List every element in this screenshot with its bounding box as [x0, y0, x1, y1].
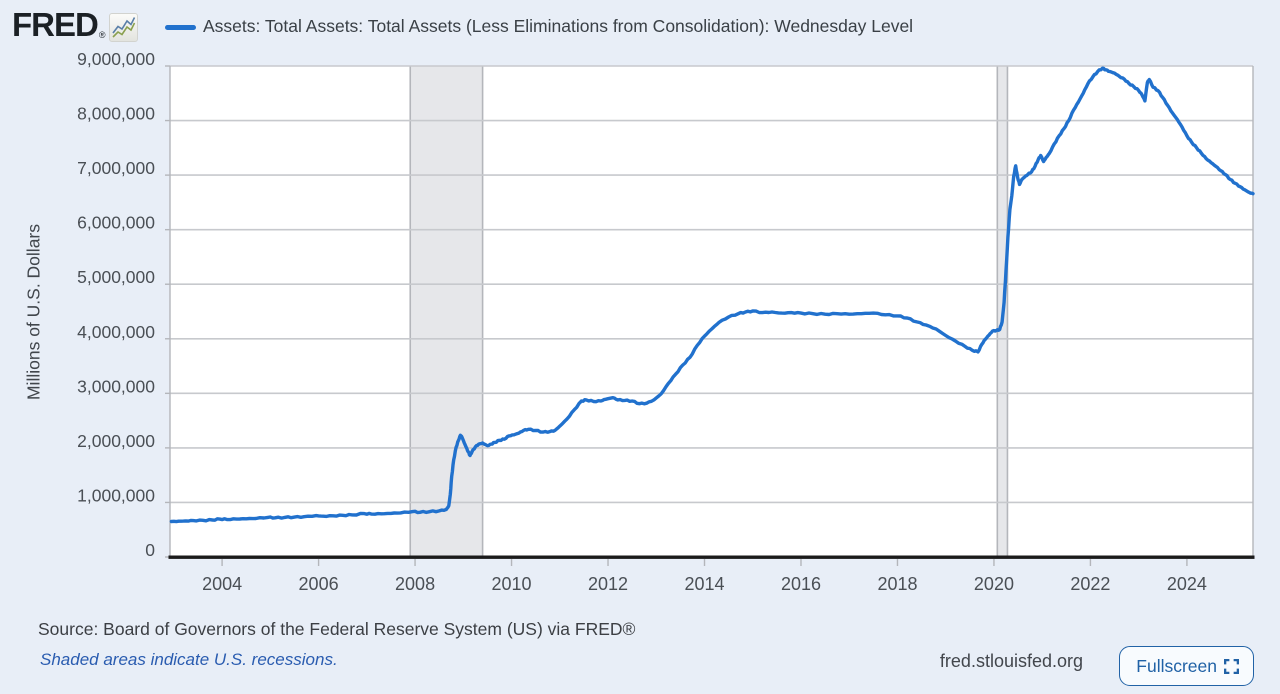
data-series-line — [169, 66, 1255, 524]
x-tick-label: 2008 — [395, 574, 435, 594]
y-tick-label: 3,000,000 — [77, 376, 155, 396]
fred-logo[interactable]: FRED ® — [12, 6, 139, 44]
y-tick-label: 0 — [145, 540, 155, 560]
chart-plot[interactable]: 0 1,000,000 2,000,000 3,000,000 4,000,000 5,0… — [0, 0, 1280, 612]
x-tick-label: 2020 — [974, 574, 1014, 594]
y-tick-label: 9,000,000 — [77, 49, 155, 69]
recession-band — [410, 66, 483, 557]
source-attribution: Source: Board of Governors of the Federa… — [38, 619, 636, 639]
x-tick-label: 2024 — [1167, 574, 1207, 594]
plot-area[interactable] — [170, 66, 1253, 557]
series-legend-label: Assets: Total Assets: Total Assets (Less… — [203, 16, 914, 36]
fullscreen-icon — [1224, 658, 1239, 674]
y-tick-label: 5,000,000 — [77, 267, 155, 287]
x-tick-label: 2018 — [877, 574, 917, 594]
legend-line-swatch — [165, 25, 196, 30]
fred-logo-text: FRED — [12, 6, 99, 43]
x-tick-label: 2006 — [299, 574, 339, 594]
y-tick-label: 6,000,000 — [77, 213, 155, 233]
y-tick-label: 1,000,000 — [77, 485, 155, 505]
y-tick-label: 2,000,000 — [77, 431, 155, 451]
recession-note-link[interactable]: Shaded areas indicate U.S. recessions. — [40, 650, 338, 669]
x-tick-label: 2010 — [492, 574, 532, 594]
fred-site-link[interactable]: fred.stlouisfed.org — [939, 651, 1083, 671]
fullscreen-button-label: Fullscreen — [1136, 655, 1217, 676]
x-tick-label: 2022 — [1070, 574, 1110, 594]
x-tick-label: 2012 — [588, 574, 628, 594]
x-tick-label: 2014 — [684, 574, 724, 594]
fred-logo-registered-mark: ® — [98, 30, 106, 40]
fred-sparkline-icon — [109, 12, 139, 42]
x-tick-label: 2016 — [781, 574, 821, 594]
y-tick-label: 4,000,000 — [77, 322, 155, 342]
x-axis-line — [168, 555, 1255, 559]
x-tick-label: 2004 — [202, 574, 242, 594]
y-tick-label: 8,000,000 — [77, 104, 155, 124]
fullscreen-button[interactable]: Fullscreen — [1119, 646, 1254, 686]
y-tick-label: 7,000,000 — [77, 158, 155, 178]
